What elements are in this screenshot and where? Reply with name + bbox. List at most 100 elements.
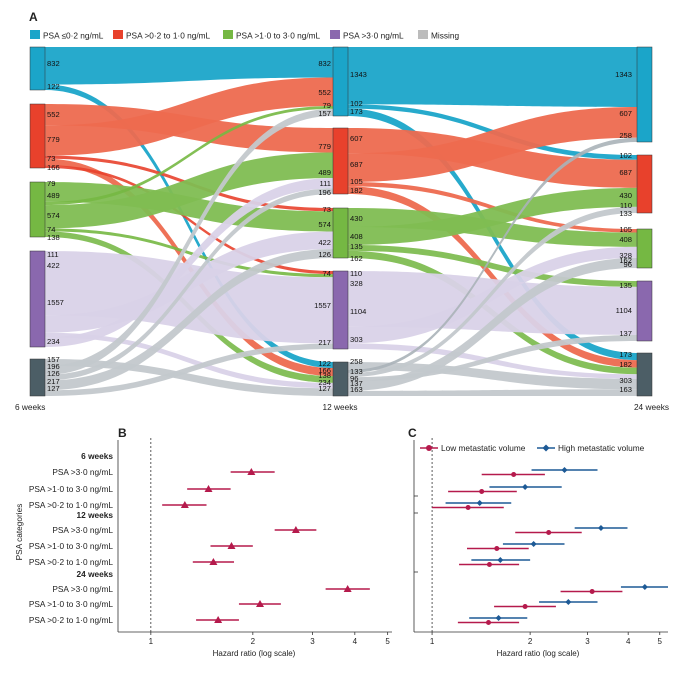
sankey-flow xyxy=(348,246,637,344)
sankey-flow xyxy=(45,249,333,391)
sankey-node xyxy=(29,103,46,169)
x-tick-label: 3 xyxy=(585,637,590,646)
hazard-ratio-marker xyxy=(256,600,265,607)
flow-count-label: 79 xyxy=(323,101,331,110)
flow-count-label: 105 xyxy=(619,225,632,234)
row-label: PSA >0·2 to 1·0 ng/mL xyxy=(29,557,114,567)
sankey-flow xyxy=(45,228,333,278)
sankey-node xyxy=(332,270,349,350)
flow-count-label: 162 xyxy=(350,254,363,263)
sankey-node xyxy=(636,228,653,269)
x-tick-label: 5 xyxy=(658,637,663,646)
sankey-flow xyxy=(45,165,333,275)
sankey-flow xyxy=(348,186,637,368)
legend-label: Low metastatic volume xyxy=(441,443,526,453)
flow-count-label: 126 xyxy=(47,369,60,378)
panel-c-letter: C xyxy=(408,426,417,440)
flow-count-label: 110 xyxy=(350,269,362,278)
flow-count-label: 1104 xyxy=(350,307,366,316)
row-label: PSA >0·2 to 1·0 ng/mL xyxy=(29,500,114,510)
flow-count-label: 422 xyxy=(318,238,331,247)
legend-label: Missing xyxy=(431,31,460,41)
flow-count-label: 173 xyxy=(350,107,363,116)
flow-count-label: 328 xyxy=(350,279,363,288)
hazard-ratio-marker-high xyxy=(476,500,483,506)
sankey-flow xyxy=(45,108,333,375)
flow-count-label: 489 xyxy=(47,191,60,200)
flow-count-label: 408 xyxy=(619,235,632,244)
hazard-ratio-marker xyxy=(209,558,218,565)
sankey-flow xyxy=(45,178,333,347)
flow-count-label: 217 xyxy=(47,377,60,386)
flow-count-label: 779 xyxy=(47,135,60,144)
flow-count-label: 489 xyxy=(318,168,331,177)
sankey-flow xyxy=(348,47,637,108)
hazard-ratio-marker-high xyxy=(495,615,502,621)
flow-count-label: 779 xyxy=(318,142,331,151)
row-label: PSA >0·2 to 1·0 ng/mL xyxy=(29,615,114,625)
sankey-flow xyxy=(348,244,637,287)
legend-swatch xyxy=(418,30,428,39)
flow-count-label: 138 xyxy=(47,233,60,242)
flow-count-label: 258 xyxy=(350,357,363,366)
panel-a-letter: A xyxy=(29,10,38,24)
flow-count-label: 1557 xyxy=(47,298,64,307)
flow-count-label: 303 xyxy=(350,335,363,344)
sankey-flow xyxy=(348,182,637,233)
flow-count-label: 122 xyxy=(47,82,60,91)
sankey-flow xyxy=(348,137,637,374)
hazard-ratio-marker-low xyxy=(589,589,595,594)
hazard-ratio-marker-low xyxy=(465,505,471,510)
flow-count-label: 234 xyxy=(318,378,331,387)
flow-count-label: 258 xyxy=(619,131,632,140)
panel-a-sankey: A PSA ≤0·2 ng/mL PSA >0·2 to 1·0 ng/mL PSA … xyxy=(15,10,669,412)
flow-count-label: 1557 xyxy=(314,301,331,310)
sankey-node xyxy=(29,181,46,238)
flow-count-label: 832 xyxy=(47,59,60,68)
x-tick-label: 1 xyxy=(430,637,435,646)
flow-count-label: 105 xyxy=(350,177,363,186)
hazard-ratio-marker-high xyxy=(561,467,568,473)
flow-count-label: 96 xyxy=(350,374,358,383)
sankey-flow xyxy=(45,105,333,206)
hazard-ratio-marker-low xyxy=(546,530,552,535)
panel-c-forest-plot: C 1 2 3 4 5 Hazard ratio (log scale) Low metast… xyxy=(408,426,668,658)
hazard-ratio-marker-low xyxy=(486,562,492,567)
flow-count-label: 552 xyxy=(318,88,331,97)
sankey-flow xyxy=(45,188,333,381)
sankey-node xyxy=(29,46,46,91)
flow-count-label: 196 xyxy=(318,188,331,197)
flow-count-label: 607 xyxy=(619,109,632,118)
sankey-node xyxy=(29,250,46,348)
flow-count-label: 430 xyxy=(350,214,363,223)
flow-count-label: 182 xyxy=(350,186,363,195)
flow-count-label: 430 xyxy=(619,191,632,200)
flow-count-label: 1343 xyxy=(615,70,632,79)
row-label: PSA >3·0 ng/mL xyxy=(52,467,113,477)
flow-count-label: 135 xyxy=(619,281,632,290)
row-label: PSA >3·0 ng/mL xyxy=(52,525,113,535)
x-axis-label: Hazard ratio (log scale) xyxy=(497,649,580,658)
flow-count-label: 133 xyxy=(350,367,363,376)
panel-b-letter: B xyxy=(118,426,127,440)
flow-count-label: 196 xyxy=(47,362,60,371)
flow-count-label: 102 xyxy=(619,151,632,160)
timepoint-label: 12 weeks xyxy=(322,402,357,412)
flow-count-label: 133 xyxy=(619,209,632,218)
flow-count-label: 111 xyxy=(47,250,59,259)
flow-count-label: 157 xyxy=(318,109,331,118)
flow-count-label: 74 xyxy=(323,269,331,278)
timepoint-label: 6 weeks xyxy=(15,402,45,412)
sankey-flow xyxy=(348,389,637,396)
legend-label: High metastatic volume xyxy=(558,443,645,453)
sankey-flow xyxy=(45,343,333,396)
flow-count-label: 217 xyxy=(318,338,331,347)
timepoint-label: 24 weeks xyxy=(634,402,669,412)
hazard-ratio-marker-low xyxy=(511,472,517,477)
sankey-node xyxy=(636,154,653,214)
flow-count-label: 96 xyxy=(624,260,632,269)
hazard-ratio-marker-low xyxy=(522,604,528,609)
flow-count-label: 408 xyxy=(350,232,363,241)
hazard-ratio-marker xyxy=(180,501,189,508)
